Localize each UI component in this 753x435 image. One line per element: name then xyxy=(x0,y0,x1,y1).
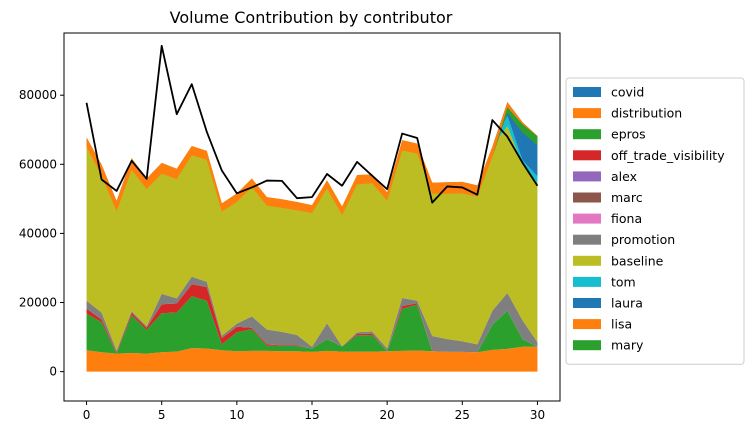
x-tick: 25 xyxy=(455,401,470,422)
legend-label: epros xyxy=(611,127,646,142)
legend-label: lisa xyxy=(611,317,632,332)
x-tick: 0 xyxy=(83,401,91,422)
y-tick: 80000 xyxy=(19,88,64,102)
legend-swatch xyxy=(573,213,601,224)
x-tick-label: 30 xyxy=(530,408,545,422)
legend-swatch xyxy=(573,192,601,203)
x-tick-label: 25 xyxy=(455,408,470,422)
legend-item-covid: covid xyxy=(573,85,644,100)
x-tick: 10 xyxy=(229,401,244,422)
legend-label: alex xyxy=(611,169,637,184)
legend-label: off_trade_visibility xyxy=(611,148,725,163)
x-tick: 5 xyxy=(158,401,166,422)
legend-swatch xyxy=(573,319,601,330)
legend-item-distribution: distribution xyxy=(573,106,682,121)
legend-item-alex: alex xyxy=(573,169,637,184)
total-line-group xyxy=(85,44,539,204)
legend-swatch xyxy=(573,255,601,266)
legend-swatch xyxy=(573,150,601,161)
y-tick: 60000 xyxy=(19,157,64,171)
area-layers xyxy=(86,102,538,372)
legend-label: tom xyxy=(611,274,636,289)
x-tick: 30 xyxy=(530,401,545,422)
x-tick-label: 20 xyxy=(380,408,395,422)
area-distribution xyxy=(86,346,538,372)
y-tick-label: 40000 xyxy=(19,226,57,240)
x-tick-label: 0 xyxy=(83,408,91,422)
legend-frame xyxy=(565,77,745,365)
y-tick-label: 80000 xyxy=(19,88,57,102)
y-tick: 20000 xyxy=(19,296,64,310)
y-axis: 0 20000 40000 60000 80000 xyxy=(19,88,64,379)
legend-item-tom: tom xyxy=(573,274,636,289)
chart-title: Volume Contribution by contributor xyxy=(170,8,453,27)
legend-item-off-trade-visibility: off_trade_visibility xyxy=(573,148,725,163)
legend-item-epros: epros xyxy=(573,127,646,142)
legend-item-mary: mary xyxy=(573,338,644,353)
legend-item-marc: marc xyxy=(573,190,643,205)
legend-label: laura xyxy=(611,296,643,311)
legend-swatch xyxy=(573,171,601,182)
y-tick-label: 20000 xyxy=(19,296,57,310)
total-line xyxy=(85,44,539,204)
legend-label: marc xyxy=(611,190,643,205)
y-tick-label: 0 xyxy=(49,365,57,379)
y-tick: 0 xyxy=(49,365,64,379)
legend-label: mary xyxy=(611,338,644,353)
legend-item-promotion: promotion xyxy=(573,232,675,247)
legend-item-fiona: fiona xyxy=(573,211,642,226)
legend-item-laura: laura xyxy=(573,296,643,311)
area-epros xyxy=(86,296,538,354)
legend: covid distribution epros off_trade_visibili… xyxy=(565,77,745,365)
legend-swatch xyxy=(573,129,601,140)
legend-label: promotion xyxy=(611,232,675,247)
legend-label: fiona xyxy=(611,211,642,226)
x-axis: 0 5 10 15 20 25 30 xyxy=(83,401,545,422)
legend-label: distribution xyxy=(611,106,682,121)
y-tick-label: 60000 xyxy=(19,157,57,171)
x-tick-label: 15 xyxy=(304,408,319,422)
y-tick: 40000 xyxy=(19,226,64,240)
area-baseline xyxy=(86,126,538,351)
legend-item-baseline: baseline xyxy=(573,253,664,268)
legend-item-lisa: lisa xyxy=(573,317,632,332)
legend-swatch xyxy=(573,298,601,308)
legend-swatch xyxy=(573,276,601,287)
x-tick: 20 xyxy=(380,401,395,422)
legend-swatch xyxy=(573,234,601,245)
x-tick: 15 xyxy=(304,401,320,422)
legend-swatch xyxy=(573,340,601,351)
legend-swatch xyxy=(573,108,601,119)
legend-label: baseline xyxy=(611,253,664,268)
legend-label: covid xyxy=(611,85,644,100)
legend-swatch xyxy=(573,87,601,97)
x-tick-label: 5 xyxy=(158,408,166,422)
x-tick-label: 10 xyxy=(229,408,244,422)
